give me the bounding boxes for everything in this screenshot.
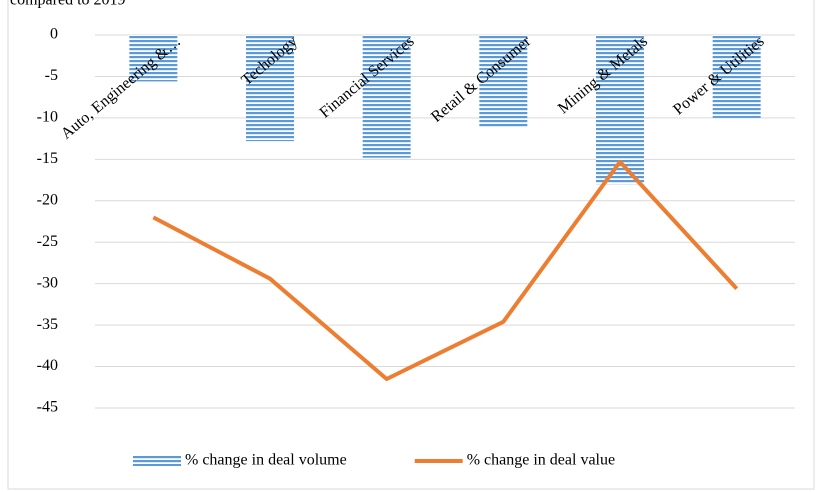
legend-swatch [133,456,181,466]
legend-label: % change in deal value [467,452,615,469]
y-tick-label: -10 [37,109,58,126]
y-tick-label: -5 [45,67,58,84]
bar [362,35,411,158]
line [152,159,739,381]
y-tick-label: -20 [37,191,58,208]
chart-border [7,0,815,490]
bar [129,35,178,82]
y-tick-label: -35 [37,316,58,333]
bar [246,35,294,142]
y-tick-label: -40 [37,357,58,374]
legend-label: % change in deal volume [185,452,347,469]
y-tick-label: 0 [50,26,58,43]
bar [479,35,528,128]
chart-title: compared to 2019 [10,0,126,9]
y-tick-label: -15 [37,150,58,167]
x-tick-label: Auto, Engineering &… [58,33,184,143]
y-tick-label: -45 [37,399,58,416]
y-tick-label: -30 [37,274,58,291]
y-tick-label: -25 [37,233,58,250]
bar [596,35,644,185]
bar [712,35,761,118]
